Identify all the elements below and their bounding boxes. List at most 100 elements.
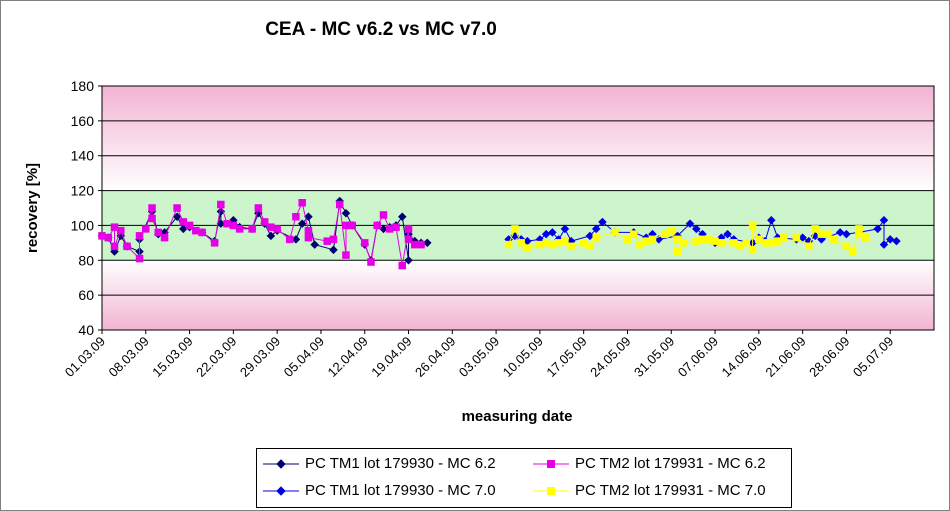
data-point-series-2 xyxy=(173,204,181,212)
data-point-series-4 xyxy=(542,239,550,247)
legend-swatch xyxy=(263,458,299,469)
data-point-series-1 xyxy=(310,240,320,249)
data-point-series-1 xyxy=(397,212,407,222)
data-point-series-4 xyxy=(830,235,838,244)
data-point-series-2 xyxy=(135,254,144,263)
data-point-series-3 xyxy=(835,228,845,237)
data-point-series-2 xyxy=(267,223,275,231)
data-point-series-4 xyxy=(861,233,869,242)
data-point-series-3 xyxy=(885,235,895,244)
data-point-series-3 xyxy=(591,224,601,234)
data-point-series-2 xyxy=(185,221,194,230)
legend-swatch xyxy=(263,485,299,496)
x-tick-label: 31.05.09 xyxy=(631,334,677,380)
data-point-series-2 xyxy=(98,232,106,240)
data-point-series-2 xyxy=(373,221,381,230)
data-point-series-2 xyxy=(273,225,281,233)
y-tick-label: 80 xyxy=(78,252,94,268)
x-tick-label: 12.04.09 xyxy=(324,334,370,380)
x-tick-label: 08.03.09 xyxy=(106,334,152,380)
data-point-series-2 xyxy=(148,204,156,212)
x-tick-label: 21.06.09 xyxy=(762,334,808,380)
data-point-series-2 xyxy=(179,218,188,226)
data-point-series-2 xyxy=(110,242,119,251)
data-point-series-3 xyxy=(598,217,607,227)
legend-label: PC TM2 lot 179931 - MC 6.2 xyxy=(575,455,766,472)
data-point-series-3 xyxy=(879,215,889,225)
x-tick-label: 15.03.09 xyxy=(149,334,195,380)
data-point-series-4 xyxy=(730,239,738,247)
background-band xyxy=(102,86,934,191)
data-point-series-2 xyxy=(217,200,225,209)
data-point-series-4 xyxy=(629,230,638,238)
data-point-series-2 xyxy=(198,228,206,237)
data-point-series-3 xyxy=(766,215,776,225)
y-tick-label: 100 xyxy=(71,217,95,233)
data-point-series-3 xyxy=(723,229,732,239)
data-point-series-2 xyxy=(142,225,150,233)
x-axis-label: measuring date xyxy=(462,408,573,425)
data-point-series-4 xyxy=(561,237,569,245)
data-point-series-4 xyxy=(811,225,819,233)
data-point-series-2 xyxy=(135,232,144,240)
data-point-series-4 xyxy=(823,230,832,238)
data-point-series-3 xyxy=(685,219,695,229)
data-point-series-4 xyxy=(692,237,701,245)
data-point-series-4 xyxy=(636,240,644,249)
data-point-series-2 xyxy=(148,214,156,223)
data-point-series-4 xyxy=(536,240,544,249)
data-point-series-3 xyxy=(691,224,701,234)
data-point-series-2 xyxy=(342,221,350,230)
data-point-series-2 xyxy=(298,199,306,207)
y-tick-label: 60 xyxy=(78,287,94,303)
x-tick-label: 19.04.09 xyxy=(368,334,414,380)
data-point-series-4 xyxy=(586,242,594,251)
legend-item: PC TM1 lot 179930 - MC 7.0 xyxy=(263,482,496,499)
legend-label: PC TM1 lot 179930 - MC 7.0 xyxy=(305,482,496,499)
data-point-series-4 xyxy=(848,247,857,256)
data-point-series-2 xyxy=(192,226,200,235)
data-point-series-2 xyxy=(123,242,131,251)
data-point-series-2 xyxy=(248,225,256,233)
data-point-series-3 xyxy=(560,224,570,234)
x-tick-label: 05.07.09 xyxy=(850,334,896,380)
data-point-series-2 xyxy=(304,226,313,235)
data-point-series-4 xyxy=(523,244,532,252)
y-tick-label: 140 xyxy=(71,148,95,164)
x-tick-label: 03.05.09 xyxy=(456,334,502,380)
data-point-series-4 xyxy=(611,228,619,237)
data-point-series-3 xyxy=(892,236,901,246)
data-point-series-2 xyxy=(285,235,294,244)
data-point-series-4 xyxy=(698,235,707,244)
x-tick-label: 01.03.09 xyxy=(62,334,108,380)
data-point-series-4 xyxy=(755,235,763,244)
y-axis-label: recovery [%] xyxy=(24,163,41,253)
data-point-series-2 xyxy=(411,240,419,249)
data-point-series-2 xyxy=(398,261,407,270)
chart-title: CEA - MC v6.2 vs MC v7.0 xyxy=(265,19,497,40)
data-point-series-2 xyxy=(117,226,125,235)
y-tick-label: 40 xyxy=(78,322,94,338)
data-point-series-4 xyxy=(623,235,632,244)
data-point-series-3 xyxy=(548,228,557,237)
x-tick-label: 22.03.09 xyxy=(193,334,239,380)
data-point-series-2 xyxy=(342,251,350,259)
data-point-series-4 xyxy=(705,235,713,244)
data-point-series-4 xyxy=(548,240,557,249)
data-point-series-2 xyxy=(404,235,413,244)
data-point-series-4 xyxy=(761,239,769,247)
data-point-series-1 xyxy=(329,245,338,255)
x-tick-label: 07.06.09 xyxy=(675,334,721,380)
data-point-series-1 xyxy=(304,212,313,222)
data-point-series-3 xyxy=(873,224,883,234)
data-point-series-3 xyxy=(879,240,889,249)
data-point-series-4 xyxy=(592,233,600,242)
data-point-series-2 xyxy=(223,219,231,228)
data-point-series-4 xyxy=(780,233,788,242)
data-point-series-2 xyxy=(367,258,375,266)
data-point-series-2 xyxy=(110,223,119,231)
data-point-series-4 xyxy=(742,239,751,247)
x-tick-label: 10.05.09 xyxy=(500,334,546,380)
